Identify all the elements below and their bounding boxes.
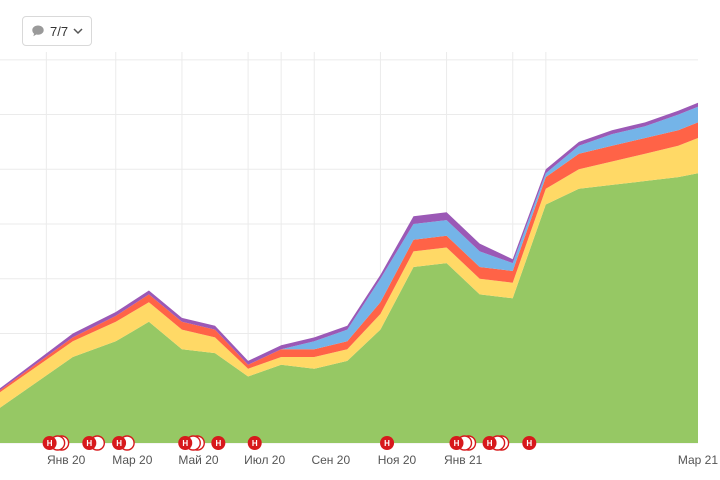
x-tick-label: Мар 20 [112,453,152,467]
x-tick-label: Янв 20 [47,453,86,467]
x-tick-label: Май 20 [178,453,219,467]
annotation-badge-text: H [526,439,532,448]
annotation-badge-text: H [252,439,258,448]
annotation-badge [247,436,262,450]
area-series-3 [0,122,698,393]
annotation-badge-text: H [86,439,92,448]
x-tick-label: Янв 21 [444,453,483,467]
area-series-4 [0,106,698,391]
annotation-badge-text: H [384,439,390,448]
annotation-badge [449,436,464,450]
annotation-badge [380,436,395,450]
annotation-badge [42,436,57,450]
x-tick-label: Сен 20 [311,453,350,467]
annotation-badge-text: H [116,439,122,448]
annotation-badge-text: H [215,439,221,448]
x-tick-label: Ноя 20 [378,453,417,467]
area-series-1 [0,173,698,443]
annotation-badge-text: H [47,439,53,448]
comment-icon [31,24,45,38]
x-tick-label: Мар 21 [678,453,718,467]
annotation-badge [112,436,127,450]
chevron-down-icon [73,27,83,35]
annotation-badge-text: H [454,439,460,448]
area-series-2 [0,138,698,408]
annotation-badge [522,436,537,450]
annotation-badge [82,436,97,450]
annotation-badge [482,436,497,450]
comments-filter-button[interactable]: 7/7 [22,16,92,46]
annotation-badge-text: H [182,439,188,448]
annotation-badge [178,436,193,450]
annotation-badge-text: H [487,439,493,448]
annotation-badge [211,436,226,450]
x-tick-label: Июл 20 [244,453,285,467]
comments-filter-label: 7/7 [50,23,69,39]
